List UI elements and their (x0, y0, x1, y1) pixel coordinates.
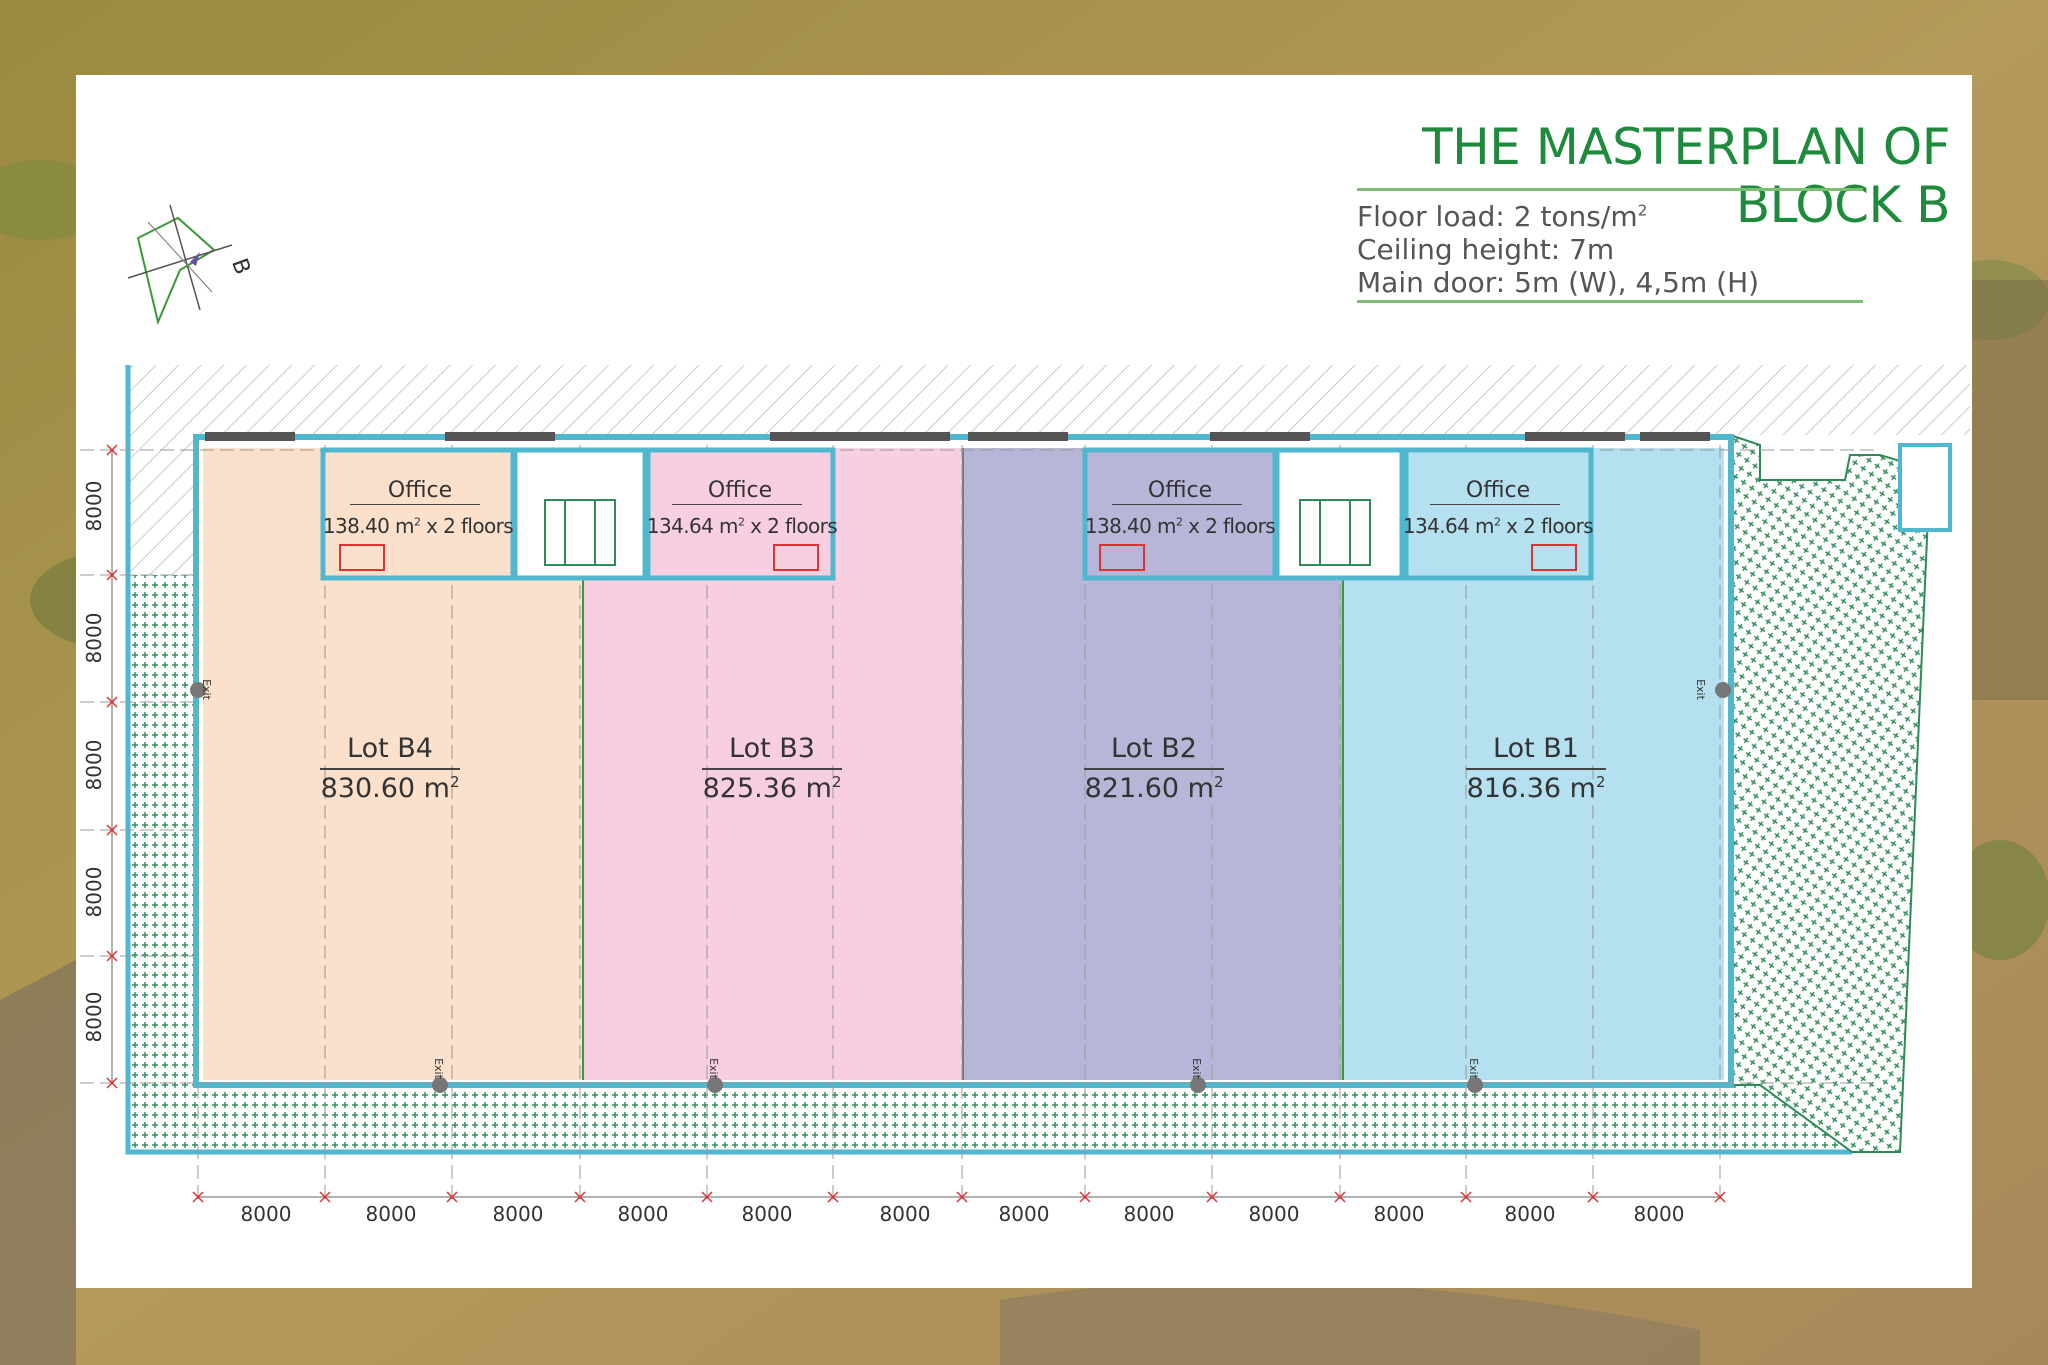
page-title: THE MASTERPLAN OF BLOCK B (1422, 118, 1950, 234)
dimension-tick (1587, 1191, 1599, 1203)
office-block-b3 (645, 447, 836, 581)
dim-h-3: 8000 (492, 1202, 544, 1226)
office-b1-name: Office (1465, 478, 1531, 503)
lot-b1-rule (1466, 768, 1606, 770)
dimension-tick (106, 824, 118, 836)
exit-label-b4: Exit (431, 1058, 445, 1079)
lot-b3-rule (702, 768, 842, 770)
office-b2-name: Office (1147, 478, 1213, 503)
dim-h-7: 8000 (998, 1202, 1050, 1226)
dim-h-5: 8000 (741, 1202, 793, 1226)
dim-h-1: 8000 (240, 1202, 292, 1226)
grass-left (131, 575, 199, 1149)
lot-b3-name: Lot B3 (729, 733, 815, 764)
office-b2-area: 138.40 m2 x 2 floors (1084, 514, 1276, 538)
spec-ceiling-height: Ceiling height: 7m (1357, 233, 1615, 266)
dimension-tick (319, 1191, 331, 1203)
dimension-tick (1714, 1191, 1726, 1203)
dimension-tick (1079, 1191, 1091, 1203)
lot-b1-area-label: 816.36 m2 (1466, 773, 1606, 804)
exit-label-left: Exit (199, 679, 213, 700)
dimension-tick (956, 1191, 968, 1203)
office-b4-name: Office (387, 478, 453, 503)
lot-b3-area-label: 825.36 m2 (702, 773, 842, 804)
dimension-tick (1334, 1191, 1346, 1203)
lot-b2-name: Lot B2 (1111, 733, 1197, 764)
dimension-tick (1460, 1191, 1472, 1203)
exit-label-b3: Exit (706, 1058, 720, 1079)
specs-list: Floor load: 2 tons/m2 Ceiling height: 7m… (1357, 200, 1877, 299)
dimension-tick (1206, 1191, 1218, 1203)
lot-b1-name: Lot B1 (1493, 733, 1579, 764)
dimension-tick (446, 1191, 458, 1203)
lot-b4-name: Lot B4 (347, 733, 433, 764)
dim-v-5: 8000 (82, 991, 106, 1043)
dimension-tick (106, 696, 118, 708)
office-b3-rule (672, 504, 802, 505)
exit-label-b1: Exit (1466, 1058, 1480, 1079)
exit-markers (190, 682, 1731, 1093)
dim-h-2: 8000 (365, 1202, 417, 1226)
dim-v-1: 8000 (82, 480, 106, 532)
spec-floor-load: Floor load: 2 tons/m2 (1357, 200, 1648, 233)
dimension-tick (574, 1191, 586, 1203)
exit-label-right: Exit (1693, 679, 1707, 700)
lot-b2-area-label: 821.60 m2 (1084, 773, 1224, 804)
dimension-tick (106, 950, 118, 962)
lot-b4-rule (320, 768, 460, 770)
dim-v-3: 8000 (82, 739, 106, 791)
dim-h-12: 8000 (1633, 1202, 1685, 1226)
compass-icon (127, 204, 233, 326)
restroom-core-left (512, 447, 648, 581)
grass-right (1729, 433, 1932, 1153)
spec-main-door: Main door: 5m (W), 4,5m (H) (1357, 266, 1760, 299)
dim-h-11: 8000 (1504, 1202, 1556, 1226)
office-b1-rule (1430, 504, 1560, 505)
office-b2-rule (1112, 504, 1242, 505)
dimension-tick (827, 1191, 839, 1203)
office-b4-rule (350, 504, 480, 505)
dimension-tick (106, 569, 118, 581)
dim-h-8: 8000 (1123, 1202, 1175, 1226)
dim-h-10: 8000 (1373, 1202, 1425, 1226)
lot-b4-area-label: 830.60 m2 (320, 773, 460, 804)
office-b4-area: 138.40 m2 x 2 floors (322, 514, 514, 538)
dim-v-4: 8000 (82, 866, 106, 918)
title-divider (1357, 188, 1863, 191)
grass-bottom (131, 1085, 1851, 1149)
dim-h-4: 8000 (617, 1202, 669, 1226)
restroom-core-right (1274, 447, 1405, 581)
site-boundary (125, 365, 1852, 1155)
specs-divider (1357, 300, 1863, 303)
office-b1-area: 134.64 m2 x 2 floors (1402, 514, 1594, 538)
office-block-b1 (1403, 447, 1594, 581)
office-b3-area: 134.64 m2 x 2 floors (646, 514, 838, 538)
exit-label-b2: Exit (1189, 1058, 1203, 1079)
main-doors (205, 432, 1710, 441)
lot-b2-rule (1084, 768, 1224, 770)
dimension-tick (701, 1191, 713, 1203)
dim-h-9: 8000 (1248, 1202, 1300, 1226)
loading-zone (130, 365, 1970, 435)
dimension-tick (106, 444, 118, 456)
compass-letter: B (226, 255, 255, 278)
dimension-tick (106, 1077, 118, 1089)
office-b3-name: Office (707, 478, 773, 503)
stair-tower (1898, 443, 1952, 532)
dimension-tick (192, 1191, 204, 1203)
dim-v-2: 8000 (82, 612, 106, 664)
dim-h-6: 8000 (879, 1202, 931, 1226)
